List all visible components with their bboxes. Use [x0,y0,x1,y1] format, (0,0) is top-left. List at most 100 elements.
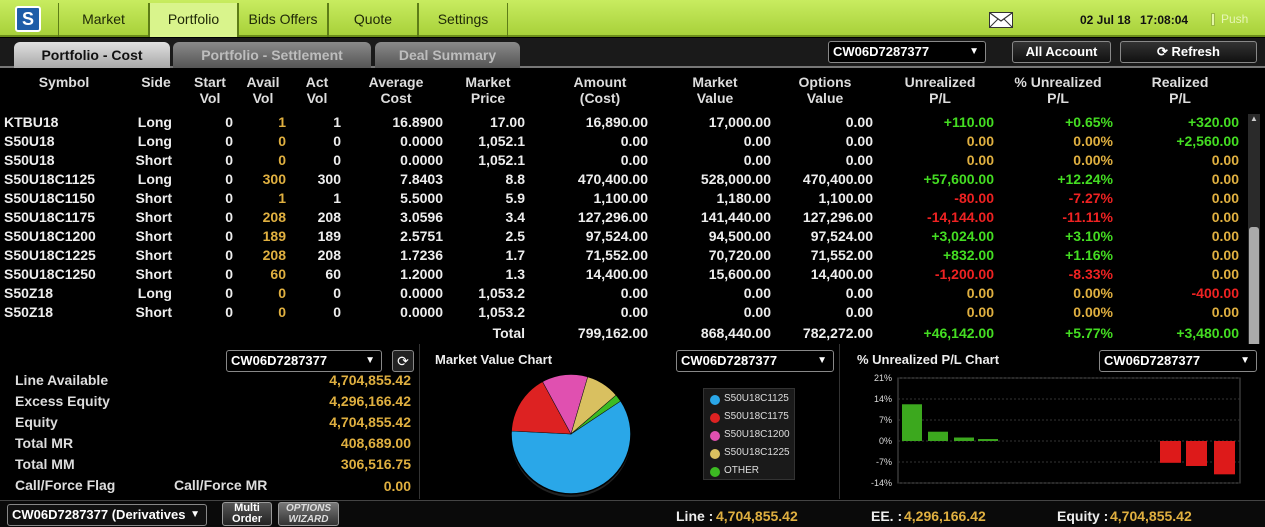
total-label: Total [492,325,525,341]
table-cell: 0.00 [845,152,873,168]
column-header[interactable]: Unrealized P/L [890,74,990,106]
chevron-down-icon: ▼ [969,46,979,57]
call-force-mr-label: Call/Force MR [174,477,268,493]
multi-order-button[interactable]: Multi Order [222,502,272,526]
market-value-pie-chart [510,373,632,497]
table-cell: 208 [262,209,286,225]
column-header-line2: P/L [1047,90,1069,106]
refresh-button[interactable]: ⟳ Refresh [1120,41,1257,63]
column-header-line1: Act [305,74,329,90]
table-cell: S50Z18 [4,285,54,301]
table-cell: 1 [333,114,341,130]
nav-settings[interactable]: Settings [418,3,508,37]
column-header[interactable]: Realized P/L [1140,74,1220,106]
table-cell: 1,052.1 [478,152,525,168]
table-cell: 0 [225,304,233,320]
table-cell: 189 [262,228,286,244]
app-logo: S [15,6,41,32]
scrollbar-thumb[interactable] [1249,227,1259,372]
all-account-button[interactable]: All Account [1012,41,1111,63]
table-cell: 0 [225,285,233,301]
table-cell: 0.00 [620,304,648,320]
nav-portfolio[interactable]: Portfolio [149,3,238,37]
options-wizard-button[interactable]: OPTIONS WIZARD [278,502,339,526]
table-cell: 2.5751 [400,228,443,244]
total-pct-unrealized: +5.77% [1065,325,1113,341]
column-header[interactable]: % Unrealized P/L [1003,74,1113,106]
table-cell: +0.65% [1065,114,1113,130]
table-cell: 0.00 [1211,304,1239,320]
column-header-line1: Market [692,74,738,90]
column-header[interactable]: Market Value [675,74,755,106]
table-cell: 0.00 [620,133,648,149]
table-cell: Short [135,228,172,244]
mail-icon[interactable] [989,12,1013,28]
refresh-icon: ⟳ [1157,44,1168,59]
table-cell: 16.8900 [392,114,443,130]
table-cell: 141,440.00 [700,209,771,225]
legend-label: S50U18C1200 [724,429,790,440]
column-header-line2: Vol [306,90,328,106]
pie-outline [510,373,632,495]
table-cell: 0.00 [620,152,648,168]
table-cell: 1.2000 [400,266,443,282]
pl-bar [1214,441,1235,475]
table-cell: 0 [333,133,341,149]
total-unrealized: +46,142.00 [923,325,994,341]
pl-account-value: CW06D7287377 [1104,353,1201,368]
column-header[interactable]: Symbol [4,74,124,90]
table-cell: 0.0000 [400,133,443,149]
table-cell: 0 [225,209,233,225]
tab-deal-summary[interactable]: Deal Summary [375,42,520,68]
table-cell: Short [135,304,172,320]
table-cell: 1.7 [505,247,525,263]
total-options-value: 782,272.00 [802,325,873,341]
pl-bar-chart: 21% 14% 7% 0% -7% -14% [871,373,1241,488]
table-cell: 1,100.00 [818,190,874,206]
table-cell: S50Z18 [4,304,54,320]
column-header[interactable]: Start Vol [182,74,238,106]
nav-quote[interactable]: Quote [328,3,418,37]
table-cell: 0.00 [743,133,771,149]
account-select[interactable]: CW06D7287377 ▼ [828,41,986,63]
column-header-line1: Average [368,74,424,90]
table-cell: 0.0000 [400,285,443,301]
column-header[interactable]: Average Cost [360,74,432,106]
column-header[interactable]: Options Value [790,74,860,106]
column-header-line1: Side [141,74,171,90]
column-header[interactable]: Side [126,74,186,90]
table-cell: 0.00% [1073,304,1113,320]
refresh-label: Refresh [1171,44,1220,59]
pl-account-select[interactable]: CW06D7287377 ▼ [1099,350,1257,372]
table-cell: 0.00 [966,133,994,149]
options-wizard-line2: WIZARD [288,514,329,525]
line-value: 4,704,855.42 [716,508,798,524]
legend-swatch [710,413,720,423]
table-cell: 1 [278,190,286,206]
push-button[interactable]: Push [1221,12,1249,26]
column-header[interactable]: Amount (Cost) [555,74,645,106]
table-cell: 0.00 [1211,152,1239,168]
scroll-up-icon[interactable]: ▲ [1250,114,1258,123]
top-nav-bar: S Market Portfolio Bids Offers Quote Set… [0,0,1265,37]
column-header[interactable]: Market Price [450,74,526,106]
tab-portfolio-cost[interactable]: Portfolio - Cost [14,42,170,68]
market-value-account-select[interactable]: CW06D7287377 ▼ [676,350,834,372]
nav-market[interactable]: Market [58,3,149,37]
tab-portfolio-settlement[interactable]: Portfolio - Settlement [173,42,371,68]
table-cell: Long [137,285,172,301]
column-header[interactable]: Avail Vol [238,74,288,106]
summary-value: 306,516.75 [340,456,411,472]
table-cell: S50U18C1150 [4,190,96,206]
nav-bids-offers[interactable]: Bids Offers [238,3,328,37]
column-header[interactable]: Act Vol [293,74,341,106]
table-cell: 15,600.00 [708,266,771,282]
plot-frame [897,377,1241,484]
table-cell: 8.8 [505,171,525,187]
table-cell: 71,552.00 [810,247,873,263]
summary-account-select[interactable]: CW06D7287377 ▼ [226,350,382,372]
call-force-flag-label: Call/Force Flag [15,477,116,493]
table-cell: -8.33% [1068,266,1113,282]
bottom-account-select[interactable]: CW06D7287377 (Derivatives ▼ [7,504,207,526]
summary-refresh-icon[interactable]: ⟳ [392,350,414,372]
